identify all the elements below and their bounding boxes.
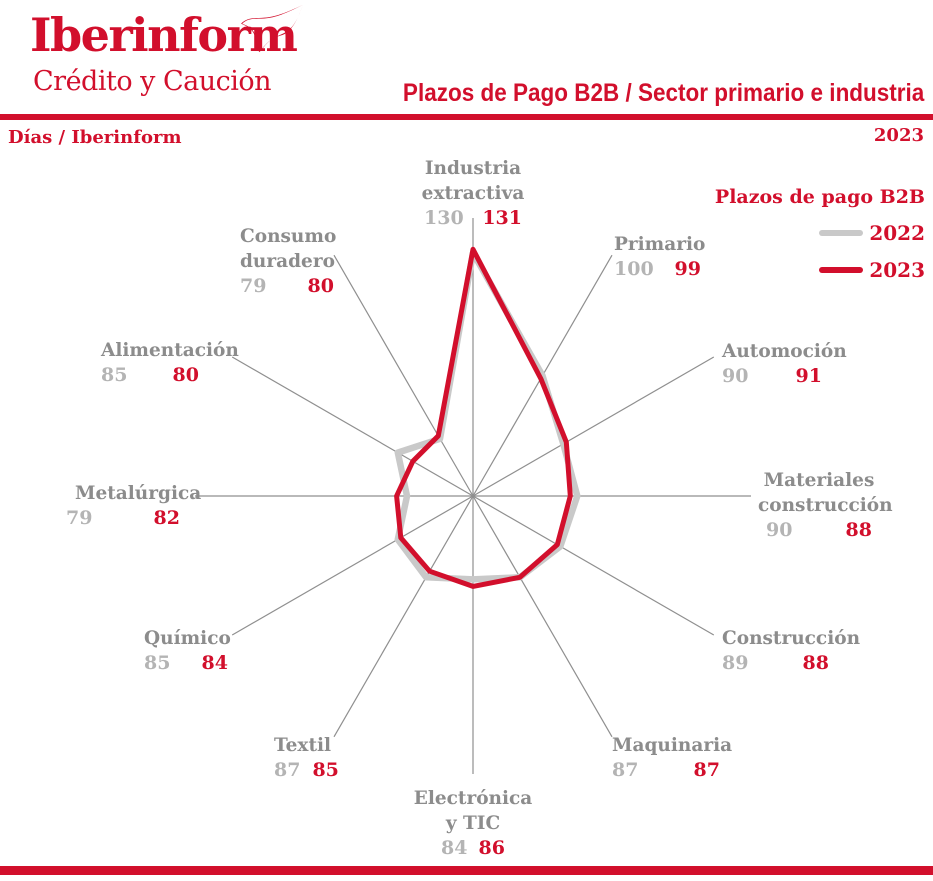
legend-2022-label: 2022 xyxy=(869,221,925,245)
legend-item-2023: 2023 xyxy=(705,258,925,282)
sector-label-metalurgica: Metalúrgica 79 82 xyxy=(66,481,202,531)
value-2023: 85 xyxy=(312,759,339,781)
value-2023: 82 xyxy=(153,507,180,529)
sector-name: Metalúrgica xyxy=(75,483,202,504)
legend-2023-label: 2023 xyxy=(869,258,925,282)
logo-subtitle: Crédito y Caución xyxy=(33,66,272,97)
legend-2022-line-swatch xyxy=(819,230,864,236)
value-2022: 85 xyxy=(101,364,128,386)
value-2023: 88 xyxy=(802,652,829,674)
value-2023: 86 xyxy=(478,837,505,859)
value-2023: 87 xyxy=(693,759,720,781)
year-label: 2023 xyxy=(873,125,924,146)
value-2022: 87 xyxy=(612,759,639,781)
legend-title: Plazos de pago B2B xyxy=(714,186,925,208)
sector-label-consumo-duradero: Consumo duradero 79 80 xyxy=(240,224,337,299)
sector-label-maquinaria: Maquinaria 87 87 xyxy=(612,733,733,783)
sector-label-materiales-construccion: Materiales construcción 90 88 xyxy=(758,468,893,543)
sector-name: Electrónica y TIC xyxy=(413,788,533,834)
sector-name: Consumo duradero xyxy=(240,226,337,272)
radar-spoke xyxy=(472,356,715,497)
radar-spoke xyxy=(231,495,474,636)
value-2022: 79 xyxy=(240,275,267,297)
legend-2023-line-swatch xyxy=(819,267,864,273)
value-2022: 130 xyxy=(424,207,464,229)
sector-label-automocion: Automoción 90 91 xyxy=(722,339,847,389)
value-2022: 90 xyxy=(766,519,793,541)
radar-spoke xyxy=(472,495,613,738)
value-2022: 90 xyxy=(722,365,749,387)
sector-label-industria-extractiva: Industria extractiva 130 131 xyxy=(398,156,548,231)
units-source-label: Días / Iberinform xyxy=(8,127,182,148)
series-2023-polygon xyxy=(394,246,573,589)
radar-spoke xyxy=(333,495,474,738)
sector-name: Automoción xyxy=(722,341,847,362)
sector-name: Químico xyxy=(144,628,231,649)
value-2023: 80 xyxy=(172,364,199,386)
legend-item-2022: 2022 xyxy=(705,221,925,245)
sector-name: Textil xyxy=(274,735,332,756)
value-2022: 87 xyxy=(274,759,301,781)
value-2022: 85 xyxy=(144,652,171,674)
radar-spoke xyxy=(333,254,474,497)
sector-name: Alimentación xyxy=(101,340,239,361)
sector-name: Maquinaria xyxy=(612,735,733,756)
logo-wordmark: Iberinform xyxy=(30,8,298,62)
value-2022: 84 xyxy=(441,837,468,859)
sector-name: Construcción xyxy=(722,628,861,649)
sector-label-primario: Primario 100 99 xyxy=(614,232,706,282)
legend: Plazos de pago B2B 2022 2023 xyxy=(705,186,925,282)
sector-label-electronica-y-tic: Electrónica y TIC 84 86 xyxy=(407,786,539,861)
header-divider xyxy=(0,114,933,120)
value-2022: 100 xyxy=(614,258,654,280)
iberinform-bird-icon xyxy=(241,4,303,53)
value-2023: 91 xyxy=(795,365,822,387)
sector-label-textil: Textil 87 85 xyxy=(274,733,341,783)
value-2023: 99 xyxy=(674,258,701,280)
value-2023: 88 xyxy=(845,519,872,541)
page-title: Plazos de Pago B2B / Sector primario e i… xyxy=(402,79,924,107)
value-2022: 89 xyxy=(722,652,749,674)
sector-name: Primario xyxy=(614,234,706,255)
footer-divider xyxy=(0,866,933,875)
value-2023: 80 xyxy=(307,275,334,297)
sector-label-construccion: Construcción 89 88 xyxy=(722,626,861,676)
radar-spoke xyxy=(472,495,715,636)
sector-label-alimentacion: Alimentación 85 80 xyxy=(101,338,239,388)
radar-spoke xyxy=(231,356,474,497)
sector-label-quimico: Químico 85 84 xyxy=(144,626,231,676)
radar-spokes xyxy=(195,218,751,774)
sector-name: Industria extractiva xyxy=(421,158,525,204)
value-2023: 84 xyxy=(201,652,228,674)
sector-name: Materiales construcción xyxy=(758,470,893,516)
value-2022: 79 xyxy=(66,507,93,529)
value-2023: 131 xyxy=(482,207,522,229)
series-2022-polygon xyxy=(394,249,581,583)
